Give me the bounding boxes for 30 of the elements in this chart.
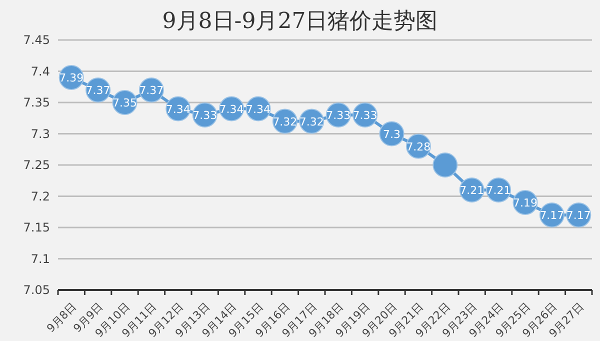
data-label: 7.33 xyxy=(326,109,351,122)
chart-title: 9月8日-9月27日猪价走势图 xyxy=(162,9,438,34)
data-label: 7.17 xyxy=(540,209,564,222)
data-label: 7.17 xyxy=(566,209,591,222)
data-label: 7.3 xyxy=(383,128,400,141)
data-label: 7.21 xyxy=(486,184,511,197)
y-tick-label: 7.45 xyxy=(23,33,50,47)
data-label: 7.37 xyxy=(86,84,110,97)
y-tick-label: 7.1 xyxy=(30,252,50,266)
data-label: 7.32 xyxy=(299,115,324,128)
data-label: 7.32 xyxy=(272,115,298,128)
data-label: 7.34 xyxy=(246,102,270,116)
data-label: 7.37 xyxy=(139,84,164,97)
data-label: 7.21 xyxy=(460,184,484,197)
data-label: 7.33 xyxy=(352,109,378,122)
data-label: 7.34 xyxy=(166,102,190,116)
point xyxy=(432,152,458,178)
y-tick-label: 7.4 xyxy=(30,64,50,78)
y-tick-label: 7.35 xyxy=(23,96,50,110)
data-label: 7.33 xyxy=(192,109,218,122)
y-tick-label: 7.2 xyxy=(30,189,50,204)
y-tick-label: 7.25 xyxy=(23,158,50,172)
data-label: 7.19 xyxy=(513,196,538,210)
data-label: 7.34 xyxy=(219,102,244,116)
data-label: 7.39 xyxy=(59,72,84,84)
data-label: 7.35 xyxy=(112,96,137,110)
y-tick-label: 7.3 xyxy=(30,126,50,141)
y-tick-label: 7.05 xyxy=(23,283,50,297)
y-tick-label: 7.15 xyxy=(23,220,50,234)
data-label: 7.28 xyxy=(406,140,431,154)
